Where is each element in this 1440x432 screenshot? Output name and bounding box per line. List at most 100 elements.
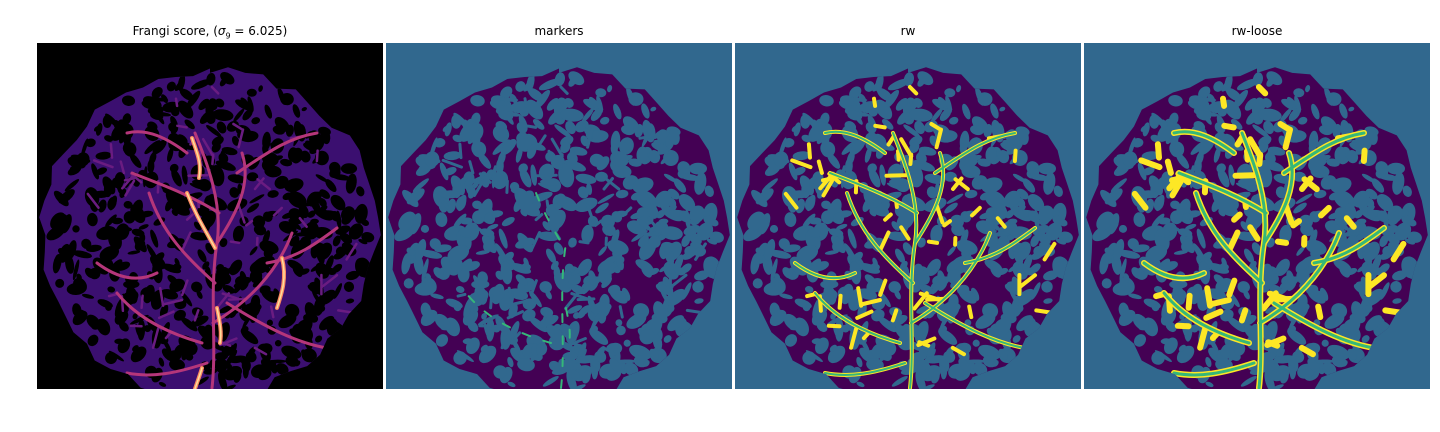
rw-loose-segment (1290, 218, 1302, 229)
panel-title-markers: markers (534, 24, 584, 38)
rw-core-vessel (934, 132, 1016, 174)
rw-segment (783, 191, 799, 210)
rw-loose-segment (1220, 95, 1228, 109)
rw-segment (934, 203, 945, 225)
rw-image (735, 43, 1081, 389)
markers-seed (465, 292, 552, 344)
rw-core-vessel (924, 302, 1026, 349)
rw-segment (953, 177, 970, 192)
frangi-texture (46, 71, 375, 389)
rw-core-vessel (910, 232, 991, 324)
rw-segment (929, 122, 942, 132)
rw-loose-core-vessel (1194, 191, 1264, 285)
rw-core-vessel (824, 130, 886, 154)
rw-core-vessel (794, 262, 856, 280)
rw-loose-segment (1164, 158, 1174, 176)
rw-segment (805, 292, 816, 299)
rw-loose-core-vessel (1258, 231, 1341, 325)
rw-loose-segment (1360, 147, 1368, 164)
frangi-vessel (211, 231, 294, 325)
frangi-vessel (265, 226, 339, 265)
rw-segment (950, 345, 966, 357)
rw-segment (916, 336, 937, 347)
rw-loose-core-vessel (1312, 226, 1386, 265)
rw-loose-segment (1282, 202, 1295, 226)
frangi-highlight-core (216, 307, 222, 344)
markers-image (386, 43, 732, 389)
panel-title-frangi: Frangi score, (σ9 = 6.025) (37, 24, 383, 42)
rw-loose-segment (1169, 177, 1184, 199)
rw-loose-core-vessel (1172, 130, 1236, 155)
rw-segment (934, 127, 943, 150)
rw-tissue (743, 71, 1073, 389)
markers-tissue (394, 71, 724, 389)
rw-segment (967, 304, 974, 320)
frangi-title-sub: 9 (225, 31, 231, 41)
rw-loose-segment (1138, 157, 1163, 171)
rw-loose-core-vessel (1172, 361, 1256, 377)
rw-core-vessel (824, 362, 906, 376)
rw-core-vessel (814, 292, 901, 344)
frangi-highlight-core (191, 137, 201, 179)
rw-loose-segment (1174, 322, 1192, 330)
rw-segment (878, 230, 891, 253)
rw-loose-segment (1273, 295, 1295, 303)
frangi-vessel (125, 361, 209, 377)
rw-segment (1017, 273, 1037, 290)
rw-segment (821, 178, 834, 198)
panel-title-rw-loose: rw-loose (1231, 24, 1283, 38)
rw-loose-segment (1206, 297, 1232, 308)
rw-segment (886, 133, 897, 147)
rw-loose-segment (1264, 335, 1287, 348)
frangi-vessel (235, 131, 319, 175)
rw-segment (858, 298, 882, 307)
rw-segment (818, 172, 835, 191)
rw-loose-segment (1166, 171, 1185, 192)
rw-loose-segment (1154, 141, 1162, 161)
rw-segment (925, 296, 945, 302)
rw-loose-image (1084, 43, 1430, 389)
rw-segment (790, 158, 813, 170)
frangi-score-image (37, 43, 383, 389)
rw-loose-segment (1282, 126, 1293, 151)
rw-loose-segment (1231, 211, 1243, 223)
rw-core-vessel (914, 152, 945, 244)
markers-seed (565, 307, 571, 344)
rw-loose-tissue (1092, 71, 1422, 389)
rw-loose-segment (1298, 344, 1316, 358)
markers-seed (535, 192, 565, 249)
rw-loose-core-vessel (1282, 131, 1366, 175)
rw-segment (873, 123, 887, 130)
rw-loose-segment (1255, 84, 1269, 97)
frangi-vessel (95, 261, 159, 280)
rw-loose-segment (1318, 204, 1332, 219)
rw-segment (855, 309, 874, 320)
frangi-vessel (225, 301, 329, 350)
rw-segment (878, 278, 888, 297)
rw-loose-segment (1256, 151, 1264, 167)
rw-segment (907, 85, 919, 96)
frangi-vessel (125, 130, 189, 155)
rw-loose-segment (1153, 291, 1166, 300)
rw-segment (896, 149, 901, 162)
frangi-title-prefix: Frangi score, ( (132, 24, 218, 38)
rw-segment (883, 212, 893, 222)
rw-segment (951, 176, 964, 191)
frangi-vessel (130, 171, 221, 215)
rw-segment (908, 152, 914, 166)
frangi-highlight-core (276, 257, 285, 309)
rw-segment (912, 291, 929, 311)
panel-title-rw: rw (900, 24, 916, 38)
rw-loose-segment (1343, 215, 1357, 230)
rw-loose-core-vessel (1162, 291, 1251, 345)
frangi-vessel (147, 191, 217, 285)
rw-segment (1042, 241, 1057, 262)
rw-loose-segment (1301, 176, 1320, 193)
rw-segment (872, 96, 878, 108)
rw-segment (861, 330, 871, 341)
rw-loose-segment (1221, 122, 1237, 131)
rw-loose-segment (1274, 238, 1290, 246)
rw-loose-segment (1226, 229, 1241, 254)
rw-segment (995, 216, 1007, 229)
rw-loose-core-vessel (1272, 301, 1376, 350)
